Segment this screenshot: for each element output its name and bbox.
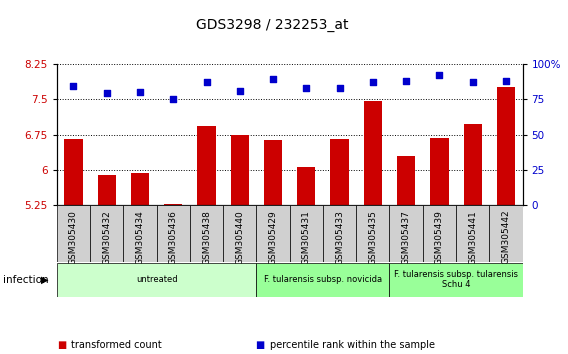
Bar <box>390 263 523 297</box>
Bar <box>90 205 123 262</box>
Bar <box>157 205 190 262</box>
Text: GSM305436: GSM305436 <box>169 210 178 265</box>
Bar <box>98 175 116 205</box>
Text: GSM305430: GSM305430 <box>69 210 78 265</box>
Text: F. tularensis subsp. novicida: F. tularensis subsp. novicida <box>264 275 382 284</box>
Bar <box>364 101 382 205</box>
Text: transformed count: transformed count <box>71 340 162 350</box>
Text: GSM305441: GSM305441 <box>468 210 477 264</box>
Bar <box>390 205 423 262</box>
Bar <box>356 205 390 262</box>
Bar <box>256 263 390 297</box>
Text: F. tularensis subsp. tularensis
Schu 4: F. tularensis subsp. tularensis Schu 4 <box>394 270 518 289</box>
Bar <box>256 205 290 262</box>
Bar <box>264 140 282 205</box>
Bar <box>197 126 216 205</box>
Bar <box>64 139 82 205</box>
Text: GSM305432: GSM305432 <box>102 210 111 264</box>
Text: GSM305442: GSM305442 <box>502 210 511 264</box>
Bar <box>290 205 323 262</box>
Bar <box>430 138 449 205</box>
Text: GSM305434: GSM305434 <box>136 210 144 264</box>
Point <box>69 84 78 89</box>
Point <box>302 85 311 91</box>
Bar <box>57 263 256 297</box>
Text: untreated: untreated <box>136 275 177 284</box>
Text: GSM305437: GSM305437 <box>402 210 411 265</box>
Text: GSM305440: GSM305440 <box>235 210 244 264</box>
Bar <box>463 124 482 205</box>
Point <box>468 79 477 85</box>
Point <box>335 85 344 91</box>
Point <box>269 76 278 82</box>
Text: GSM305431: GSM305431 <box>302 210 311 265</box>
Point <box>235 88 244 93</box>
Bar <box>297 167 315 205</box>
Bar <box>223 205 256 262</box>
Text: GSM305438: GSM305438 <box>202 210 211 265</box>
Text: ▶: ▶ <box>41 275 48 285</box>
Point <box>169 96 178 102</box>
Bar <box>131 173 149 205</box>
Text: GSM305429: GSM305429 <box>269 210 278 264</box>
Bar <box>57 205 90 262</box>
Point <box>502 78 511 84</box>
Text: GSM305435: GSM305435 <box>369 210 377 265</box>
Text: GSM305439: GSM305439 <box>435 210 444 265</box>
Bar <box>423 205 456 262</box>
Text: ■: ■ <box>57 340 66 350</box>
Text: percentile rank within the sample: percentile rank within the sample <box>270 340 435 350</box>
Point <box>435 72 444 78</box>
Bar <box>489 205 523 262</box>
Point <box>135 89 144 95</box>
Bar <box>164 204 182 205</box>
Text: ■: ■ <box>256 340 265 350</box>
Point <box>402 78 411 84</box>
Bar <box>231 136 249 205</box>
Bar <box>323 205 356 262</box>
Bar <box>331 139 349 205</box>
Text: GDS3298 / 232253_at: GDS3298 / 232253_at <box>197 18 349 32</box>
Bar <box>123 205 157 262</box>
Bar <box>397 156 415 205</box>
Text: GSM305433: GSM305433 <box>335 210 344 265</box>
Bar <box>456 205 489 262</box>
Point <box>202 79 211 85</box>
Point <box>102 91 111 96</box>
Bar <box>190 205 223 262</box>
Text: infection: infection <box>3 275 48 285</box>
Bar <box>497 87 515 205</box>
Point <box>368 79 377 85</box>
